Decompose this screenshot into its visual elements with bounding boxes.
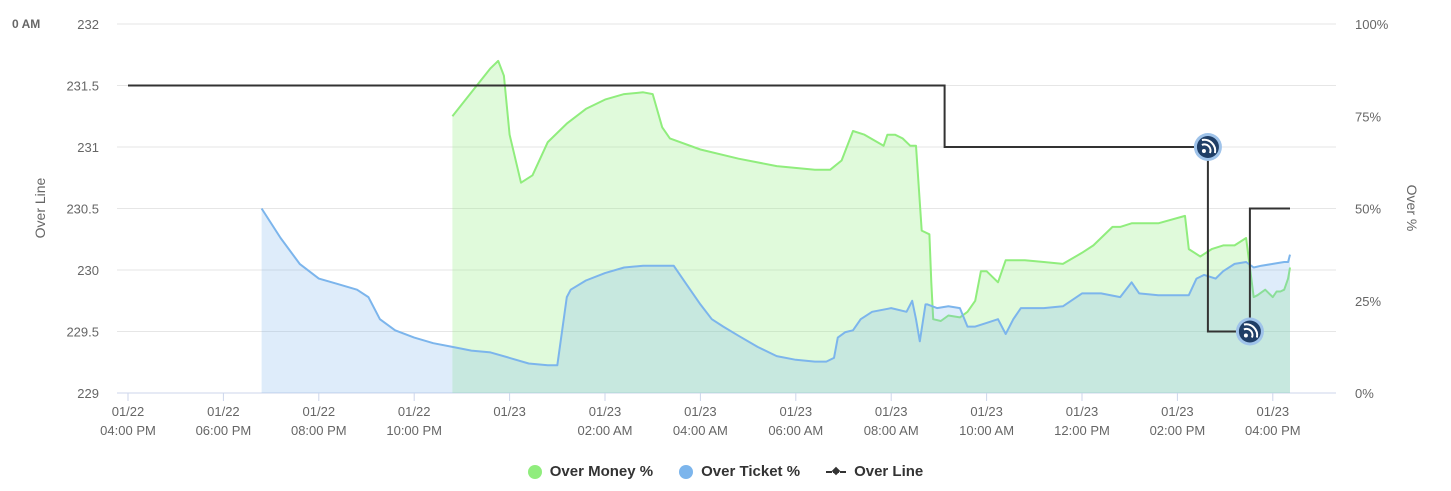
x-tick-date: 01/23 (1066, 404, 1099, 419)
legend-item-over-ticket[interactable]: Over Ticket % (679, 463, 800, 480)
legend-label-over-ticket: Over Ticket % (701, 463, 801, 480)
x-tick-time: 12:00 PM (1054, 423, 1110, 438)
chart-legend: Over Money % Over Ticket % Over Line (0, 463, 1451, 480)
y-right-tick-label: 75% (1355, 109, 1381, 124)
x-tick-date: 01/23 (1161, 404, 1194, 419)
y-right-tick-label: 50% (1355, 202, 1381, 217)
x-tick-time: 02:00 AM (578, 423, 633, 438)
x-tick-date: 01/22 (112, 404, 145, 419)
legend-symbol-over-money (527, 464, 542, 479)
y-left-axis-title: Over Line (32, 177, 48, 238)
x-tick-date: 01/23 (875, 404, 908, 419)
y-left-tick-label: 230.5 (66, 202, 99, 217)
x-tick-time: 10:00 PM (386, 423, 442, 438)
y-right-axis-title: Over % (1404, 185, 1420, 232)
x-tick-time: 02:00 PM (1150, 423, 1206, 438)
x-tick-date: 01/23 (684, 404, 717, 419)
line-move-flag-icon[interactable] (1235, 317, 1264, 346)
y-left-tick-label: 230 (77, 263, 99, 278)
x-tick-date: 01/23 (780, 404, 813, 419)
legend-label-over-money: Over Money % (549, 463, 654, 480)
over-money-area (452, 60, 1290, 394)
legend-symbol-over-ticket (679, 464, 694, 479)
y-right-tick-label: 0% (1355, 386, 1374, 401)
y-left-tick-label: 229 (77, 386, 99, 401)
x-tick-time: 08:00 AM (864, 423, 919, 438)
over-ticket-line (260, 207, 1291, 367)
y-left-tick-label: 229.5 (66, 325, 99, 340)
y-left-tick-label: 232 (77, 17, 99, 32)
over-ticket-area (261, 208, 1291, 393)
x-tick-date: 01/23 (970, 404, 1003, 419)
y-right-tick-label: 100% (1355, 17, 1389, 32)
x-tick-date: 01/22 (207, 404, 240, 419)
y-left-tick-label: 231.5 (66, 79, 99, 94)
x-tick-time: 06:00 AM (768, 423, 823, 438)
legend-item-over-line[interactable]: Over Line (826, 463, 923, 480)
x-tick-time: 04:00 PM (1245, 423, 1301, 438)
over-money-line (451, 59, 1291, 322)
legend-symbol-over-line (826, 465, 847, 479)
x-tick-time: 06:00 PM (196, 423, 252, 438)
x-tick-date: 01/23 (589, 404, 622, 419)
x-tick-time: 04:00 PM (100, 423, 156, 438)
x-tick-date: 01/22 (303, 404, 336, 419)
x-tick-date: 01/23 (1257, 404, 1290, 419)
legend-label-over-line: Over Line (854, 463, 924, 480)
x-tick-time: 04:00 AM (673, 423, 728, 438)
y-right-tick-label: 25% (1355, 294, 1381, 309)
legend-item-over-money[interactable]: Over Money % (527, 463, 654, 480)
over-line-series (128, 84, 1290, 333)
line-move-flag-icon[interactable] (1193, 133, 1222, 161)
x-tick-time: 08:00 PM (291, 423, 347, 438)
corner-label: 0 AM (12, 17, 41, 31)
x-tick-date: 01/22 (398, 404, 431, 419)
x-tick-time: 10:00 AM (959, 423, 1014, 438)
y-left-tick-label: 231 (77, 140, 99, 155)
x-tick-date: 01/23 (493, 404, 526, 419)
